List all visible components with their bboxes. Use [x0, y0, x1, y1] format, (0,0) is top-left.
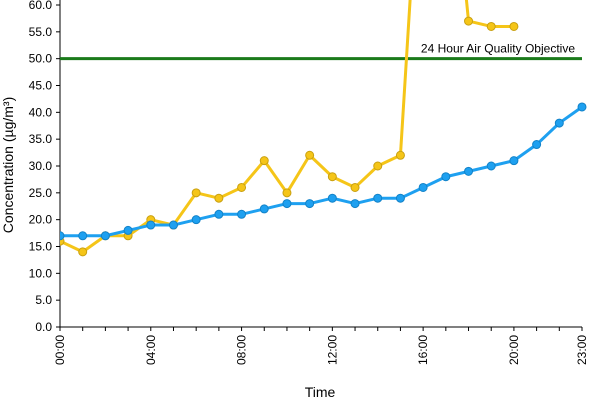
- data-point: [191, 215, 201, 225]
- data-point: [532, 140, 542, 150]
- data-point: [305, 199, 315, 209]
- x-tick-label: 04:00: [144, 335, 158, 365]
- y-axis-title: Concentration (µg/m³): [0, 97, 16, 233]
- y-tick-label: 50.0: [29, 52, 53, 66]
- y-tick-label: 25.0: [29, 186, 53, 200]
- data-point: [282, 188, 292, 198]
- data-point: [577, 102, 587, 112]
- reference-line-group: 24 Hour Air Quality Objective: [60, 42, 582, 61]
- data-point: [60, 231, 65, 241]
- data-point: [237, 182, 247, 192]
- x-axis-title: Time: [305, 384, 336, 400]
- y-tick-label: 35.0: [29, 132, 53, 146]
- data-point: [191, 188, 201, 198]
- x-tick-label: 12:00: [325, 335, 339, 365]
- data-point: [554, 118, 564, 128]
- data-point: [486, 21, 496, 31]
- series-line: [60, 0, 514, 254]
- data-point: [146, 220, 156, 230]
- data-point: [78, 247, 88, 257]
- data-point: [237, 209, 247, 219]
- data-point: [327, 172, 337, 182]
- data-point: [350, 199, 360, 209]
- x-tick-label: 00:00: [53, 335, 67, 365]
- data-point: [282, 199, 292, 209]
- data-point: [464, 16, 474, 26]
- data-point: [123, 225, 133, 235]
- data-point: [214, 193, 224, 203]
- y-tick-label: 10.0: [29, 266, 53, 280]
- data-point: [78, 231, 88, 241]
- series-0: [60, 0, 519, 257]
- y-tick-label: 60.0: [29, 0, 53, 12]
- x-tick-label: 16:00: [416, 335, 430, 365]
- series-line: [60, 105, 583, 238]
- y-tick-label: 15.0: [29, 240, 53, 254]
- data-point: [100, 231, 110, 241]
- data-point: [509, 156, 519, 166]
- data-point: [259, 204, 269, 214]
- data-point: [486, 161, 496, 171]
- y-tick-label: 5.0: [35, 293, 52, 307]
- data-point: [395, 193, 405, 203]
- data-point: [168, 220, 178, 230]
- x-tick-label: 08:00: [235, 335, 249, 365]
- x-tick-label: 20:00: [507, 335, 521, 365]
- data-point: [214, 209, 224, 219]
- data-point: [259, 156, 269, 166]
- series-1: [60, 102, 587, 241]
- data-point: [441, 172, 451, 182]
- y-tick-label: 20.0: [29, 213, 53, 227]
- data-point: [464, 166, 474, 176]
- y-tick-label: 45.0: [29, 79, 53, 93]
- data-point: [395, 150, 405, 160]
- y-tick-label: 0.0: [35, 320, 52, 334]
- y-tick-label: 55.0: [29, 25, 53, 39]
- data-point: [373, 193, 383, 203]
- y-tick-label: 30.0: [29, 159, 53, 173]
- axes: [56, 0, 583, 331]
- data-point: [327, 193, 337, 203]
- data-point: [350, 182, 360, 192]
- data-point: [305, 150, 315, 160]
- series-group: [60, 0, 587, 257]
- x-tick-label: 23:00: [575, 335, 589, 365]
- y-tick-label: 40.0: [29, 105, 53, 119]
- data-point: [509, 21, 519, 31]
- data-point: [418, 182, 428, 192]
- reference-line-label: 24 Hour Air Quality Objective: [421, 42, 575, 56]
- data-point: [373, 161, 383, 171]
